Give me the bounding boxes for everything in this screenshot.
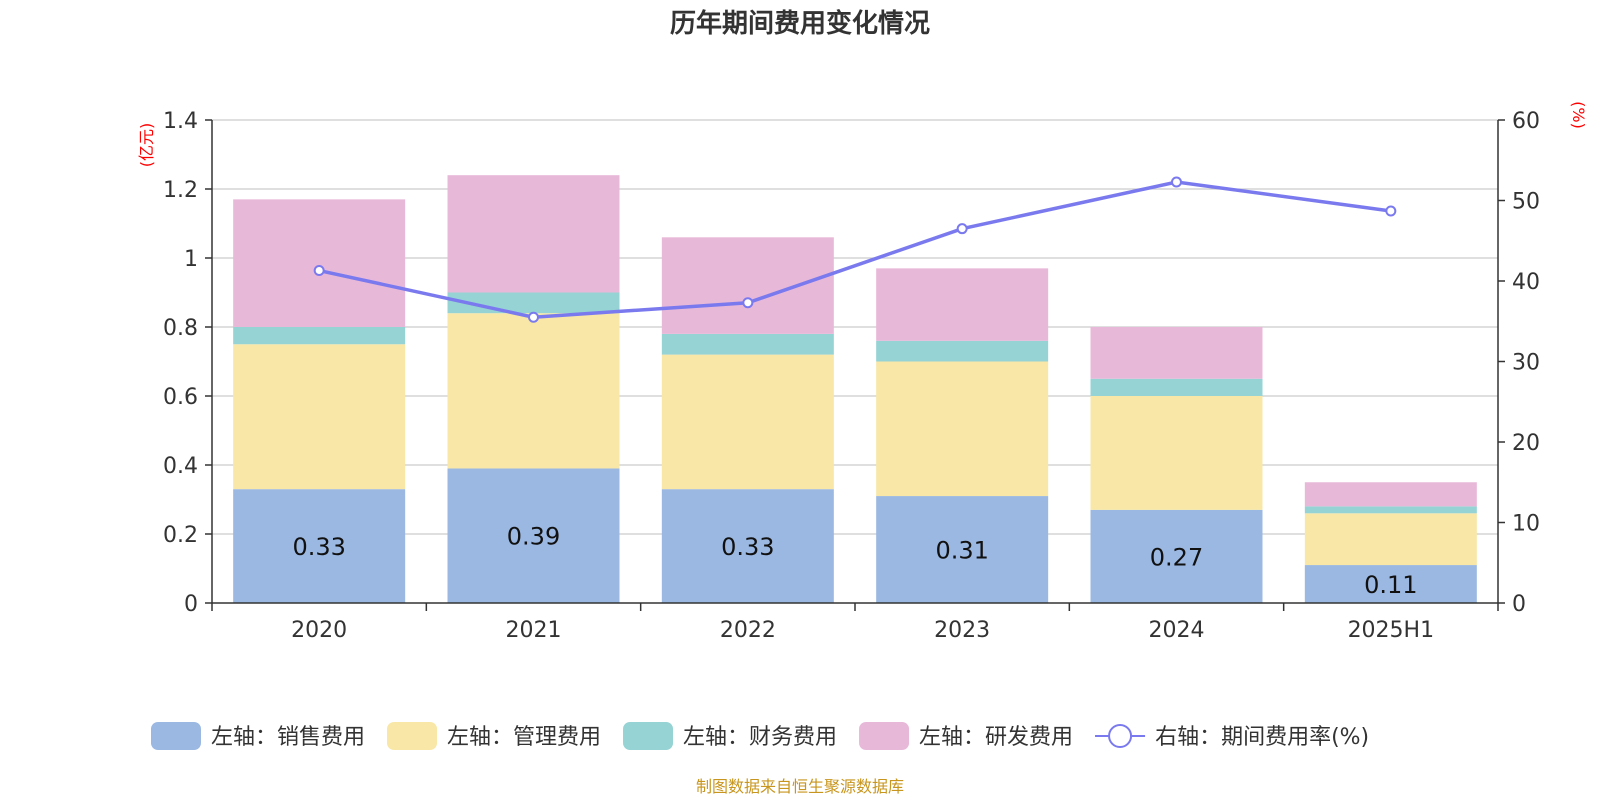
bar-segment xyxy=(661,333,834,355)
bar-value-label: 0.33 xyxy=(721,533,774,561)
bar-segment xyxy=(1090,509,1263,603)
y-left-tick-label: 0.4 xyxy=(163,454,198,479)
bar-segment xyxy=(1090,378,1263,396)
y-left-tick-label: 1.4 xyxy=(163,109,198,134)
bar-labels: 0.33 0.39 0.33 0.31 0.27 0.11 xyxy=(292,523,1417,599)
y-left-tick-label: 1.2 xyxy=(163,178,198,203)
bar-segment xyxy=(233,489,406,603)
bar-segment xyxy=(1304,482,1477,507)
bar-segment xyxy=(661,237,834,334)
rate-line xyxy=(318,180,1392,319)
y-left-tick-label: 0.8 xyxy=(163,316,198,341)
y-left-tick-label: 0.2 xyxy=(163,523,198,548)
rate-point xyxy=(313,265,325,277)
legend: 左轴：销售费用 左轴：管理费用 左轴：财务费用 左轴：研发费用 右轴：期间费用率(%) xyxy=(151,722,1369,750)
rate-point xyxy=(1385,205,1397,217)
legend-swatch xyxy=(387,722,438,750)
legend-swatch xyxy=(859,722,910,750)
x-tick-label: 2025H1 xyxy=(1348,618,1435,643)
y-right-tick-label: 20 xyxy=(1512,431,1540,456)
bar-value-label: 0.11 xyxy=(1364,571,1417,599)
legend-swatch xyxy=(623,722,674,750)
bar-segment xyxy=(233,199,406,327)
bars xyxy=(233,175,1477,603)
bar-segment xyxy=(1090,396,1263,510)
y-right-tick-label: 50 xyxy=(1512,190,1540,215)
rate-point xyxy=(956,223,968,235)
bar-segment xyxy=(876,268,1049,341)
bar-segment xyxy=(233,344,406,490)
bar-segment xyxy=(876,496,1049,603)
bar-segment xyxy=(1304,513,1477,566)
bar-segment xyxy=(1090,327,1263,379)
bar-segment xyxy=(661,489,834,603)
x-tick-label: 2024 xyxy=(1149,618,1205,643)
rate-point xyxy=(1171,176,1182,188)
axes: 0 0.2 0.4 0.6 0.8 1 1.2 1.4 0 10 20 30 40 50 60 2020 202… xyxy=(163,109,1540,643)
bar-value-label: 0.27 xyxy=(1150,543,1203,571)
bar-value-label: 0.31 xyxy=(935,537,988,565)
y-right-tick-label: 30 xyxy=(1512,351,1540,376)
line-series xyxy=(313,176,1397,323)
bar-value-label: 0.39 xyxy=(507,523,560,551)
bar-segment xyxy=(447,175,620,293)
x-tick-label: 2023 xyxy=(934,618,990,643)
y-left-tick-label: 0 xyxy=(184,592,198,617)
y-right-tick-label: 60 xyxy=(1512,109,1540,134)
bar-segment xyxy=(876,340,1049,362)
bar-segment xyxy=(1304,565,1477,603)
legend-label: 左轴：销售费用 xyxy=(211,725,365,750)
grid-lines xyxy=(212,119,1498,535)
bar-segment xyxy=(233,327,406,345)
legend-marker xyxy=(1108,724,1133,748)
y-left-tick-label: 0.6 xyxy=(163,385,198,410)
y-right-tick-label: 10 xyxy=(1512,512,1540,537)
bar-segment xyxy=(447,468,620,603)
y-left-unit-label: (亿元) xyxy=(137,123,156,168)
legend-label: 左轴：管理费用 xyxy=(447,725,601,750)
x-tick-label: 2021 xyxy=(506,618,562,643)
chart-title: 历年期间费用变化情况 xyxy=(670,8,930,39)
y-right-tick-label: 40 xyxy=(1512,270,1540,295)
legend-label: 左轴：财务费用 xyxy=(683,725,837,750)
bar-segment xyxy=(447,313,620,469)
bar-segment xyxy=(661,354,834,490)
rate-point xyxy=(742,297,754,309)
bar-segment xyxy=(876,361,1049,497)
bar-value-label: 0.33 xyxy=(292,533,345,561)
y-right-tick-label: 0 xyxy=(1512,592,1526,617)
y-left-tick-label: 1 xyxy=(184,247,198,272)
source-note: 制图数据来自恒生聚源数据库 xyxy=(696,777,904,796)
x-tick-label: 2020 xyxy=(291,618,347,643)
legend-swatch xyxy=(151,722,201,750)
y-right-unit-label: (%) xyxy=(1569,101,1588,129)
legend-label: 右轴：期间费用率(%) xyxy=(1155,725,1369,750)
bar-segment xyxy=(1304,506,1477,514)
legend-label: 左轴：研发费用 xyxy=(919,725,1073,750)
rate-point xyxy=(528,311,539,323)
x-tick-label: 2022 xyxy=(720,618,776,643)
